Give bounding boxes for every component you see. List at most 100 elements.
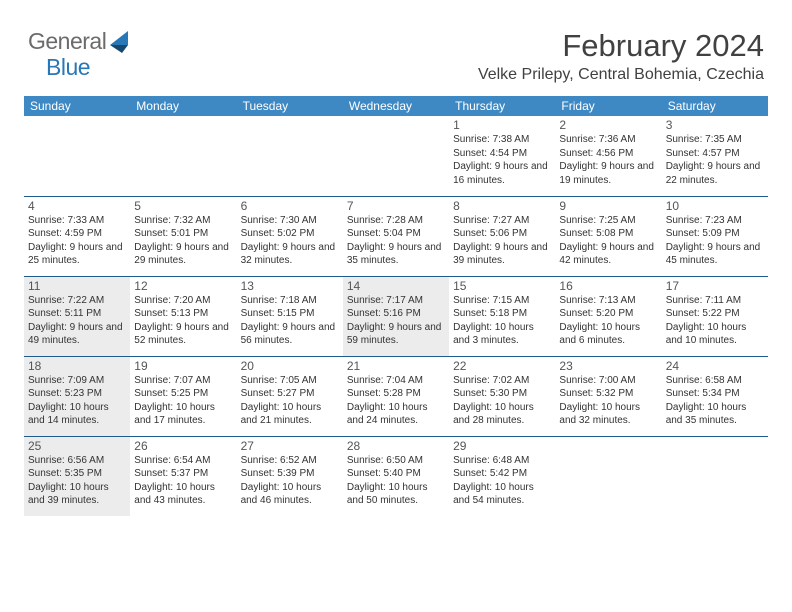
day-number: 1 [453,118,551,132]
day-detail: Sunrise: 7:05 AMSunset: 5:27 PMDaylight:… [241,374,339,428]
calendar-day-cell: 3Sunrise: 7:35 AMSunset: 4:57 PMDaylight… [662,116,768,196]
calendar-day-cell: 15Sunrise: 7:15 AMSunset: 5:18 PMDayligh… [449,276,555,356]
title-block: February 2024 Velke Prilepy, Central Boh… [478,28,764,84]
day-detail: Sunrise: 6:52 AMSunset: 5:39 PMDaylight:… [241,454,339,508]
day-detail: Sunrise: 7:15 AMSunset: 5:18 PMDaylight:… [453,294,551,348]
day-number: 12 [134,279,232,293]
day-detail: Sunrise: 7:32 AMSunset: 5:01 PMDaylight:… [134,214,232,268]
calendar-day-cell: 28Sunrise: 6:50 AMSunset: 5:40 PMDayligh… [343,436,449,516]
day-detail: Sunrise: 7:35 AMSunset: 4:57 PMDaylight:… [666,133,764,187]
day-detail: Sunrise: 7:18 AMSunset: 5:15 PMDaylight:… [241,294,339,348]
weekday-header: Thursday [449,96,555,116]
day-detail: Sunrise: 7:07 AMSunset: 5:25 PMDaylight:… [134,374,232,428]
calendar-week-row: 1Sunrise: 7:38 AMSunset: 4:54 PMDaylight… [24,116,768,196]
calendar-day-cell: 10Sunrise: 7:23 AMSunset: 5:09 PMDayligh… [662,196,768,276]
calendar-day-cell: 12Sunrise: 7:20 AMSunset: 5:13 PMDayligh… [130,276,236,356]
calendar-week-row: 4Sunrise: 7:33 AMSunset: 4:59 PMDaylight… [24,196,768,276]
calendar-table: SundayMondayTuesdayWednesdayThursdayFrid… [24,96,768,516]
calendar-day-cell: 6Sunrise: 7:30 AMSunset: 5:02 PMDaylight… [237,196,343,276]
day-number: 14 [347,279,445,293]
day-number: 24 [666,359,764,373]
calendar-day-cell [555,436,661,516]
day-detail: Sunrise: 7:02 AMSunset: 5:30 PMDaylight:… [453,374,551,428]
day-detail: Sunrise: 6:56 AMSunset: 5:35 PMDaylight:… [28,454,126,508]
day-number: 13 [241,279,339,293]
calendar-day-cell: 17Sunrise: 7:11 AMSunset: 5:22 PMDayligh… [662,276,768,356]
calendar-day-cell [237,116,343,196]
logo-triangle-icon [110,31,136,53]
day-number: 20 [241,359,339,373]
calendar-header-row: SundayMondayTuesdayWednesdayThursdayFrid… [24,96,768,116]
day-detail: Sunrise: 7:36 AMSunset: 4:56 PMDaylight:… [559,133,657,187]
calendar-day-cell: 8Sunrise: 7:27 AMSunset: 5:06 PMDaylight… [449,196,555,276]
day-number: 23 [559,359,657,373]
day-number: 29 [453,439,551,453]
day-detail: Sunrise: 7:23 AMSunset: 5:09 PMDaylight:… [666,214,764,268]
logo: General Blue [28,28,136,55]
calendar-body: 1Sunrise: 7:38 AMSunset: 4:54 PMDaylight… [24,116,768,516]
day-detail: Sunrise: 7:13 AMSunset: 5:20 PMDaylight:… [559,294,657,348]
weekday-header: Saturday [662,96,768,116]
day-detail: Sunrise: 7:04 AMSunset: 5:28 PMDaylight:… [347,374,445,428]
calendar-day-cell [24,116,130,196]
calendar-day-cell [343,116,449,196]
calendar-day-cell: 29Sunrise: 6:48 AMSunset: 5:42 PMDayligh… [449,436,555,516]
day-number: 16 [559,279,657,293]
day-detail: Sunrise: 6:58 AMSunset: 5:34 PMDaylight:… [666,374,764,428]
calendar-day-cell: 14Sunrise: 7:17 AMSunset: 5:16 PMDayligh… [343,276,449,356]
day-detail: Sunrise: 7:11 AMSunset: 5:22 PMDaylight:… [666,294,764,348]
calendar-day-cell: 19Sunrise: 7:07 AMSunset: 5:25 PMDayligh… [130,356,236,436]
day-number: 21 [347,359,445,373]
calendar-day-cell: 21Sunrise: 7:04 AMSunset: 5:28 PMDayligh… [343,356,449,436]
day-number: 7 [347,199,445,213]
day-number: 2 [559,118,657,132]
calendar-day-cell: 25Sunrise: 6:56 AMSunset: 5:35 PMDayligh… [24,436,130,516]
day-detail: Sunrise: 7:28 AMSunset: 5:04 PMDaylight:… [347,214,445,268]
calendar-day-cell: 24Sunrise: 6:58 AMSunset: 5:34 PMDayligh… [662,356,768,436]
page-header: General Blue February 2024 Velke Prilepy… [0,0,792,88]
calendar-week-row: 11Sunrise: 7:22 AMSunset: 5:11 PMDayligh… [24,276,768,356]
weekday-header: Friday [555,96,661,116]
calendar-day-cell: 20Sunrise: 7:05 AMSunset: 5:27 PMDayligh… [237,356,343,436]
calendar-day-cell: 23Sunrise: 7:00 AMSunset: 5:32 PMDayligh… [555,356,661,436]
calendar-day-cell: 22Sunrise: 7:02 AMSunset: 5:30 PMDayligh… [449,356,555,436]
calendar-day-cell: 7Sunrise: 7:28 AMSunset: 5:04 PMDaylight… [343,196,449,276]
day-detail: Sunrise: 7:30 AMSunset: 5:02 PMDaylight:… [241,214,339,268]
day-number: 26 [134,439,232,453]
day-detail: Sunrise: 6:50 AMSunset: 5:40 PMDaylight:… [347,454,445,508]
calendar-day-cell: 27Sunrise: 6:52 AMSunset: 5:39 PMDayligh… [237,436,343,516]
weekday-header: Tuesday [237,96,343,116]
day-detail: Sunrise: 7:09 AMSunset: 5:23 PMDaylight:… [28,374,126,428]
day-number: 27 [241,439,339,453]
day-detail: Sunrise: 7:17 AMSunset: 5:16 PMDaylight:… [347,294,445,348]
logo-text-blue: Blue [46,54,90,81]
day-number: 15 [453,279,551,293]
calendar-day-cell: 26Sunrise: 6:54 AMSunset: 5:37 PMDayligh… [130,436,236,516]
day-number: 5 [134,199,232,213]
day-detail: Sunrise: 7:22 AMSunset: 5:11 PMDaylight:… [28,294,126,348]
calendar-day-cell [130,116,236,196]
day-detail: Sunrise: 7:25 AMSunset: 5:08 PMDaylight:… [559,214,657,268]
month-title: February 2024 [478,28,764,64]
calendar-day-cell: 11Sunrise: 7:22 AMSunset: 5:11 PMDayligh… [24,276,130,356]
day-number: 28 [347,439,445,453]
location-subtitle: Velke Prilepy, Central Bohemia, Czechia [478,66,764,84]
day-number: 10 [666,199,764,213]
calendar-day-cell: 5Sunrise: 7:32 AMSunset: 5:01 PMDaylight… [130,196,236,276]
day-number: 18 [28,359,126,373]
calendar-week-row: 18Sunrise: 7:09 AMSunset: 5:23 PMDayligh… [24,356,768,436]
calendar-day-cell [662,436,768,516]
logo-text-general: General [28,28,106,55]
day-detail: Sunrise: 7:38 AMSunset: 4:54 PMDaylight:… [453,133,551,187]
day-detail: Sunrise: 7:27 AMSunset: 5:06 PMDaylight:… [453,214,551,268]
calendar-week-row: 25Sunrise: 6:56 AMSunset: 5:35 PMDayligh… [24,436,768,516]
calendar-day-cell: 13Sunrise: 7:18 AMSunset: 5:15 PMDayligh… [237,276,343,356]
day-number: 9 [559,199,657,213]
calendar-day-cell: 2Sunrise: 7:36 AMSunset: 4:56 PMDaylight… [555,116,661,196]
day-number: 6 [241,199,339,213]
day-detail: Sunrise: 6:48 AMSunset: 5:42 PMDaylight:… [453,454,551,508]
day-number: 4 [28,199,126,213]
day-detail: Sunrise: 7:33 AMSunset: 4:59 PMDaylight:… [28,214,126,268]
day-detail: Sunrise: 6:54 AMSunset: 5:37 PMDaylight:… [134,454,232,508]
day-number: 25 [28,439,126,453]
